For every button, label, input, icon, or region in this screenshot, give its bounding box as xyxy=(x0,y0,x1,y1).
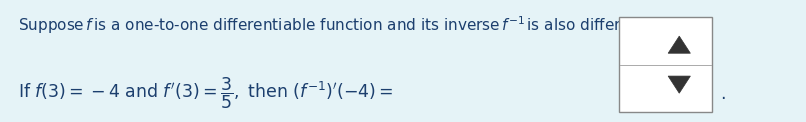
Text: If $\it{f}(3) = -4$ and $\it{f}'(3) = \dfrac{3}{5},$ then $(\it{f}^{-1})'(-4) =$: If $\it{f}(3) = -4$ and $\it{f}'(3) = \d… xyxy=(18,76,393,111)
Text: .: . xyxy=(720,85,725,103)
Text: Suppose $\!\it{f}\!$ is a one-to-one differentiable function and its inverse $\!: Suppose $\!\it{f}\!$ is a one-to-one dif… xyxy=(18,15,687,36)
Bar xyxy=(619,17,712,112)
Polygon shape xyxy=(668,36,691,53)
Polygon shape xyxy=(668,76,691,93)
